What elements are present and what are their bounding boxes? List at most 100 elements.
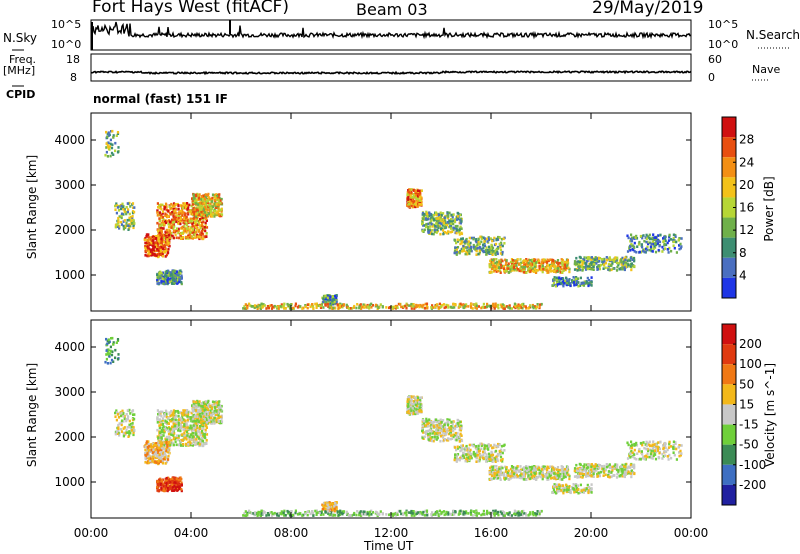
velocity-cell [451, 437, 454, 440]
power-cell [624, 256, 627, 259]
power-cell [183, 229, 186, 233]
velocity-cell [455, 460, 458, 463]
velocity-cell [431, 435, 434, 439]
power-cell [459, 249, 462, 253]
velocity-cell [191, 420, 194, 423]
power-cell [407, 189, 410, 192]
velocity-cell [192, 435, 195, 438]
velocity-cell [174, 410, 177, 413]
velocity-cell [498, 467, 501, 471]
power-cell [513, 267, 516, 271]
power-cell [495, 258, 498, 261]
power-cell [216, 202, 219, 205]
velocity-cell [592, 465, 595, 468]
velocity-cell [530, 470, 533, 474]
power-cell [453, 220, 457, 224]
power-cell [164, 272, 167, 276]
velocity-cell [152, 457, 155, 460]
power-cell [175, 214, 178, 217]
power-cell [483, 237, 486, 240]
velocity-cell [529, 477, 532, 480]
power-cell [207, 204, 211, 207]
velocity-cell [431, 422, 434, 426]
velocity-cell [497, 454, 500, 457]
velocity-cell [520, 472, 523, 476]
velocity-cell [524, 470, 527, 473]
power-cell [550, 265, 553, 268]
power-cell [186, 202, 189, 205]
velocity-cell [214, 403, 217, 407]
power-cell [209, 204, 212, 208]
power-cell [204, 203, 207, 207]
velocity-cell [499, 459, 502, 462]
power-cell [195, 215, 198, 218]
velocity-cell [427, 438, 430, 441]
velocity-cell [563, 474, 566, 478]
power-cell [147, 233, 150, 236]
power-cell [500, 237, 503, 241]
power-cell [205, 217, 208, 221]
velocity-cell [633, 472, 636, 475]
velocity-cell [421, 424, 424, 428]
velocity-cell [193, 415, 196, 418]
velocity-cell [455, 448, 458, 452]
power-cell [220, 213, 224, 216]
power-cell [625, 262, 628, 265]
power-cell [170, 271, 173, 274]
power-cell [189, 231, 192, 234]
velocity-cell [167, 488, 170, 491]
power-cell [447, 213, 450, 217]
velocity-cell [630, 475, 633, 479]
power-cell [460, 220, 463, 223]
power-cell [159, 253, 162, 256]
velocity-cell [173, 416, 176, 419]
velocity-cell [180, 488, 183, 491]
velocity-cell [159, 452, 163, 456]
velocity-cell [157, 445, 160, 449]
power-cell [581, 269, 584, 272]
power-cell [616, 256, 619, 260]
velocity-cell [189, 443, 192, 447]
velocity-cell [459, 424, 463, 428]
velocity-cell [124, 433, 127, 436]
nsearch-tick-bottom: 10^0 [708, 38, 739, 51]
power-cell [514, 262, 517, 265]
velocity-cell [456, 422, 459, 425]
velocity-cell [178, 485, 181, 488]
power-cell [475, 244, 478, 248]
velocity-cell [448, 418, 451, 422]
power-cell [171, 223, 174, 226]
velocity-cell [632, 464, 636, 467]
power-cell [173, 225, 176, 228]
velocity-cell [157, 443, 160, 447]
power-cell [418, 202, 421, 206]
velocity-cell [215, 400, 218, 403]
velocity-cell [440, 425, 443, 428]
velocity-cell [158, 411, 161, 414]
velocity-cell [509, 467, 513, 471]
velocity-cell [149, 457, 152, 460]
velocity-cell [177, 436, 180, 440]
velocity-cell [213, 415, 216, 418]
power-cell [411, 200, 414, 203]
velocity-cell [162, 431, 165, 434]
velocity-cell [499, 452, 502, 456]
velocity-cell [433, 435, 436, 439]
velocity-cell [610, 475, 613, 479]
velocity-cell [205, 433, 209, 436]
velocity-cell [201, 434, 204, 438]
power-cell [629, 256, 632, 260]
velocity-cell [413, 402, 416, 406]
velocity-cell [499, 451, 502, 454]
power-cell [160, 281, 163, 285]
velocity-cell [516, 468, 519, 472]
power-cell [190, 219, 193, 223]
power-cell [175, 217, 179, 221]
power-cell [198, 230, 201, 233]
velocity-cell [490, 470, 493, 473]
power-cell [550, 270, 553, 273]
power-cell [577, 265, 580, 268]
power-cell [165, 208, 168, 212]
power-cell [413, 202, 416, 205]
velocity-cell [631, 465, 634, 468]
